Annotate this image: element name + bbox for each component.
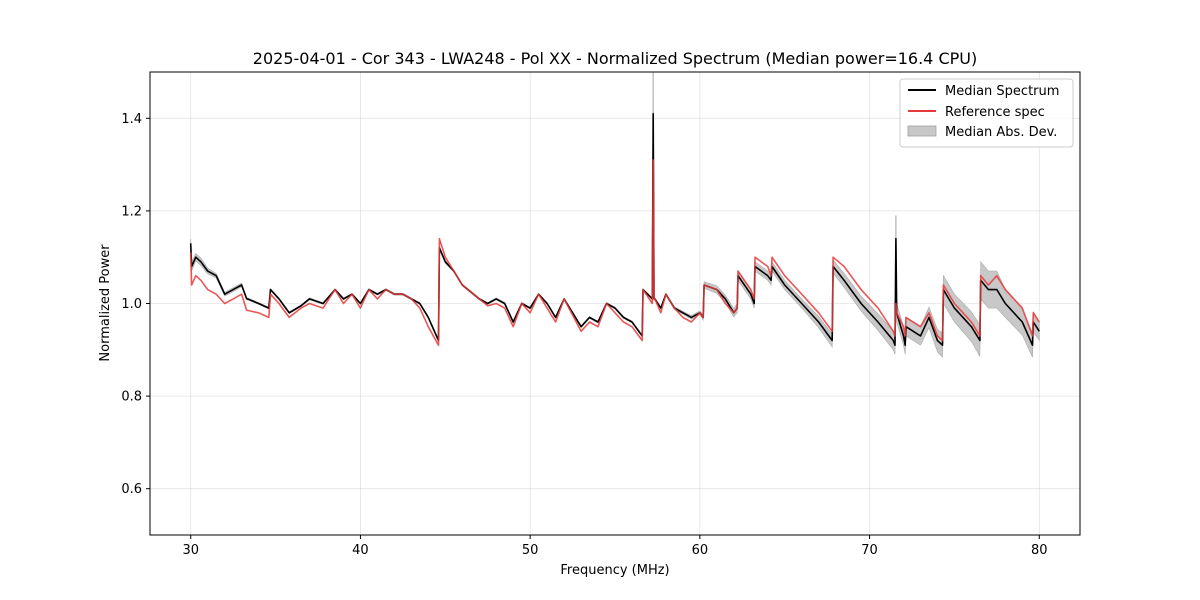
- legend-box: [899, 78, 1074, 148]
- series-layer: [189, 112, 1040, 347]
- x-tick-label: 80: [1031, 543, 1048, 558]
- legend-label-median-abs-dev: Median Abs. Dev.: [945, 125, 1057, 140]
- y-tick-label: 1.2: [121, 204, 142, 219]
- x-tick-label: 30: [182, 543, 199, 558]
- y-tick-label: 0.8: [121, 390, 142, 405]
- x-tick-label: 70: [861, 543, 878, 558]
- x-tick-label: 50: [522, 543, 539, 558]
- y-tick-label: 1.0: [121, 297, 142, 312]
- y-tick-label: 1.4: [121, 112, 142, 127]
- y-tick-label: 0.6: [121, 482, 142, 497]
- reference-spec-line: [189, 159, 1040, 347]
- chart-title: 2025-04-01 - Cor 343 - LWA248 - Pol XX -…: [253, 49, 977, 68]
- x-axis-title: Frequency (MHz): [560, 563, 669, 578]
- legend-swatch-median-abs-dev: [907, 125, 937, 137]
- legend-label-reference-spec: Reference spec: [945, 105, 1045, 120]
- x-tick-label: 60: [692, 543, 709, 558]
- legend: Median Spectrum Reference spec Median Ab…: [899, 78, 1074, 148]
- legend-label-median-spectrum: Median Spectrum: [945, 84, 1059, 99]
- x-axis: 30 40 50 60 70 80: [182, 535, 1048, 558]
- x-tick-label: 40: [352, 543, 369, 558]
- y-axis: 0.6 0.8 1.0 1.2 1.4: [121, 112, 150, 497]
- y-axis-title: Normalized Power: [98, 244, 113, 362]
